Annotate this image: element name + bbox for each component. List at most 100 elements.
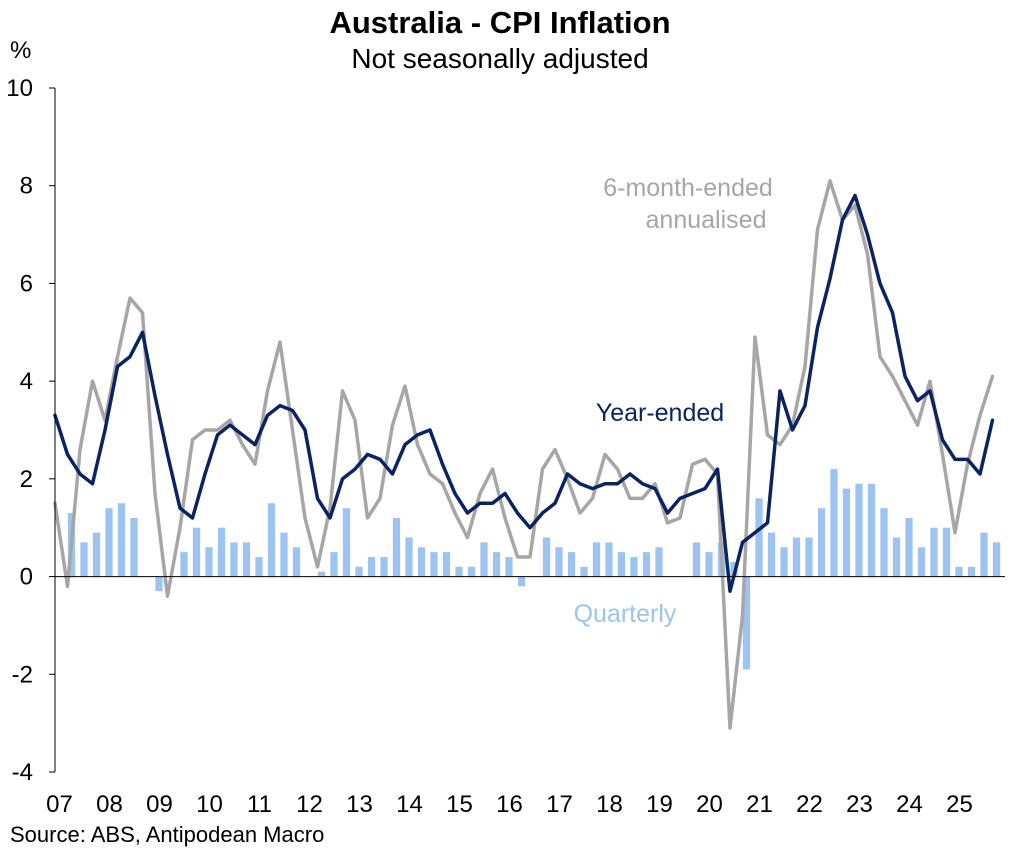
x-tick-label: 10 bbox=[196, 791, 223, 818]
quarterly-bar bbox=[542, 537, 551, 577]
quarterly-bars bbox=[67, 469, 1001, 670]
quarterly-bar bbox=[405, 537, 413, 577]
x-tick-label: 19 bbox=[646, 791, 673, 818]
y-tick-label: 6 bbox=[20, 270, 33, 297]
quarterly-bar bbox=[180, 552, 188, 577]
quarterly-bar bbox=[317, 571, 326, 577]
quarterly-bar bbox=[255, 557, 263, 577]
x-tick-label: 20 bbox=[696, 791, 723, 818]
y-tick-label: 2 bbox=[20, 466, 33, 493]
quarterly-bar bbox=[905, 517, 913, 577]
quarterly-bar bbox=[792, 537, 801, 577]
x-tick-label: 22 bbox=[796, 791, 823, 818]
quarterly-bar bbox=[630, 557, 638, 577]
annotation-six-month-line1: 6-month-ended bbox=[603, 174, 773, 202]
quarterly-bar bbox=[917, 547, 926, 577]
quarterly-bar bbox=[755, 498, 763, 577]
quarterly-bar bbox=[80, 542, 88, 577]
six-month-annualised-line bbox=[53, 179, 995, 730]
y-tick-label: 8 bbox=[20, 173, 33, 200]
x-tick-label: 25 bbox=[946, 791, 973, 818]
quarterly-bar bbox=[767, 532, 776, 577]
y-tick-label: -4 bbox=[12, 759, 33, 786]
quarterly-bar bbox=[505, 557, 513, 577]
x-tick-label: 13 bbox=[346, 791, 373, 818]
chart-subtitle: Not seasonally adjusted bbox=[351, 43, 648, 74]
quarterly-bar bbox=[217, 527, 226, 577]
quarterly-bar bbox=[117, 503, 126, 577]
year-ended-line bbox=[53, 193, 995, 593]
quarterly-bar bbox=[155, 576, 163, 592]
y-tick-label: 10 bbox=[6, 75, 33, 102]
quarterly-bar bbox=[830, 469, 838, 577]
quarterly-bar bbox=[392, 517, 401, 577]
quarterly-bar bbox=[130, 517, 138, 577]
annotation-quarterly: Quarterly bbox=[574, 600, 677, 628]
y-axis-unit-label: % bbox=[10, 37, 31, 64]
quarterly-bar bbox=[742, 576, 751, 670]
quarterly-bar bbox=[642, 552, 651, 577]
quarterly-bar bbox=[292, 547, 301, 577]
x-tick-label: 09 bbox=[146, 791, 173, 818]
quarterly-bar bbox=[467, 566, 476, 577]
quarterly-bar bbox=[380, 557, 388, 577]
quarterly-bar bbox=[517, 576, 526, 587]
quarterly-bar bbox=[355, 566, 363, 577]
y-tick-label: 0 bbox=[20, 564, 33, 591]
axes bbox=[49, 87, 1005, 773]
quarterly-bar bbox=[92, 532, 101, 577]
quarterly-bar bbox=[780, 547, 788, 577]
y-tick-label: 4 bbox=[20, 368, 33, 395]
quarterly-bar bbox=[930, 527, 938, 577]
x-tick-label: 08 bbox=[96, 791, 123, 818]
x-tick-label: 23 bbox=[846, 791, 873, 818]
quarterly-bar bbox=[842, 488, 851, 577]
quarterly-bar bbox=[967, 566, 976, 577]
quarterly-bar bbox=[555, 547, 563, 577]
y-tick-label: -2 bbox=[12, 661, 33, 688]
quarterly-bar bbox=[342, 508, 351, 577]
quarterly-bar bbox=[455, 566, 463, 577]
quarterly-bar bbox=[480, 542, 488, 577]
quarterly-bar bbox=[942, 527, 951, 577]
quarterly-bar bbox=[880, 508, 888, 577]
quarterly-bar bbox=[692, 542, 701, 577]
quarterly-bar bbox=[205, 547, 213, 577]
quarterly-bar bbox=[417, 547, 426, 577]
quarterly-bar bbox=[892, 537, 901, 577]
quarterly-bar bbox=[492, 552, 501, 577]
x-tick-label: 07 bbox=[46, 791, 73, 818]
quarterly-bar bbox=[705, 552, 713, 577]
quarterly-bar bbox=[617, 552, 626, 577]
y-axis-tick-labels: -4 -2 0 2 4 6 8 10 bbox=[6, 75, 33, 786]
x-axis-tick-labels: 07 08 09 10 11 12 13 14 15 16 17 18 19 20 21 22 23 24 25 bbox=[46, 791, 973, 818]
quarterly-bar bbox=[580, 566, 588, 577]
quarterly-bar bbox=[267, 503, 276, 577]
quarterly-bar bbox=[105, 508, 113, 577]
quarterly-bar bbox=[855, 483, 863, 577]
quarterly-bar bbox=[567, 552, 576, 577]
quarterly-bar bbox=[805, 537, 813, 577]
x-tick-label: 24 bbox=[896, 791, 923, 818]
quarterly-bar bbox=[955, 566, 963, 577]
x-tick-label: 14 bbox=[396, 791, 423, 818]
quarterly-bar bbox=[442, 552, 451, 577]
quarterly-bar bbox=[605, 542, 613, 577]
x-tick-label: 16 bbox=[496, 791, 523, 818]
x-tick-label: 11 bbox=[247, 791, 272, 818]
quarterly-bar bbox=[330, 552, 338, 577]
quarterly-bar bbox=[280, 532, 288, 577]
quarterly-bar bbox=[992, 542, 1001, 577]
quarterly-bar bbox=[230, 542, 238, 577]
chart-title: Australia - CPI Inflation bbox=[329, 5, 670, 40]
x-tick-label: 15 bbox=[446, 791, 473, 818]
annotation-six-month-line2: annualised bbox=[646, 206, 767, 234]
source-note: Source: ABS, Antipodean Macro bbox=[10, 822, 324, 847]
quarterly-bar bbox=[192, 527, 201, 577]
quarterly-bar bbox=[980, 532, 988, 577]
annotation-year-ended: Year-ended bbox=[596, 399, 724, 427]
quarterly-bar bbox=[655, 547, 663, 577]
x-tick-label: 18 bbox=[596, 791, 623, 818]
x-tick-label: 21 bbox=[746, 791, 773, 818]
